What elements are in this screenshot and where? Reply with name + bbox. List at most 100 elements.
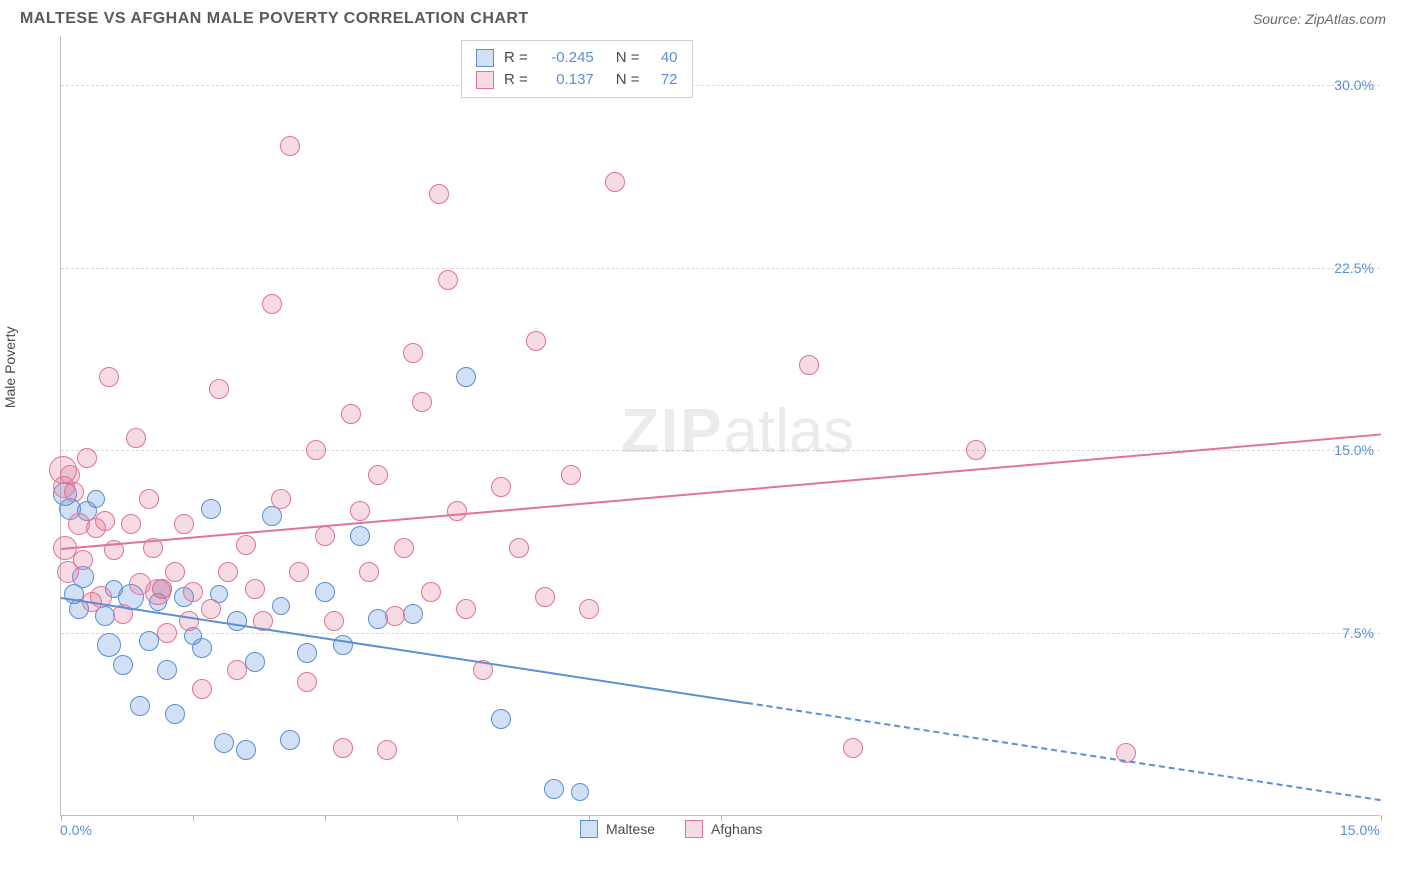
legend-bottom-item: Afghans (685, 820, 762, 838)
data-point-maltese (130, 696, 150, 716)
data-point-maltese (192, 638, 212, 658)
data-point-afghans (271, 489, 291, 509)
x-tick-label: 15.0% (1340, 822, 1380, 838)
data-point-afghans (209, 379, 229, 399)
legend-bottom-swatch (685, 820, 703, 838)
data-point-afghans (126, 428, 146, 448)
data-point-afghans (183, 582, 203, 602)
data-point-maltese (571, 783, 589, 801)
legend-n-label: N = (616, 69, 640, 91)
legend-row-afghans: R =0.137N =72 (476, 69, 678, 91)
data-point-maltese (262, 506, 282, 526)
data-point-afghans (403, 343, 423, 363)
legend-r-value: -0.245 (538, 47, 594, 69)
legend-swatch-afghans (476, 71, 494, 89)
trendline-maltese-dashed (747, 702, 1381, 801)
data-point-afghans (280, 136, 300, 156)
data-point-maltese (544, 779, 564, 799)
data-point-maltese (227, 611, 247, 631)
data-point-afghans (245, 579, 265, 599)
data-point-afghans (429, 184, 449, 204)
y-tick-label: 7.5% (1342, 625, 1374, 641)
data-point-afghans (73, 550, 93, 570)
legend-swatch-maltese (476, 49, 494, 67)
legend-bottom-swatch (580, 820, 598, 838)
legend-row-maltese: R = -0.245 N = 40 (476, 47, 678, 69)
data-point-afghans (456, 599, 476, 619)
data-point-afghans (201, 599, 221, 619)
data-point-afghans (192, 679, 212, 699)
data-point-maltese (214, 733, 234, 753)
data-point-afghans (157, 623, 177, 643)
data-point-maltese (245, 652, 265, 672)
data-point-afghans (966, 440, 986, 460)
data-point-maltese (350, 526, 370, 546)
data-point-afghans (95, 511, 115, 531)
data-point-afghans (315, 526, 335, 546)
data-point-afghans (297, 672, 317, 692)
data-point-afghans (289, 562, 309, 582)
data-point-afghans (227, 660, 247, 680)
data-point-afghans (535, 587, 555, 607)
chart-source: Source: ZipAtlas.com (1253, 11, 1386, 27)
data-point-afghans (605, 172, 625, 192)
data-point-afghans (324, 611, 344, 631)
x-tick (193, 815, 194, 821)
chart-header: MALTESE VS AFGHAN MALE POVERTY CORRELATI… (0, 0, 1406, 36)
data-point-afghans (341, 404, 361, 424)
data-point-afghans (165, 562, 185, 582)
data-point-afghans (799, 355, 819, 375)
legend-r-label: R = (504, 69, 528, 91)
watermark-bold: ZIP (621, 397, 723, 466)
x-tick (61, 815, 62, 821)
data-point-maltese (97, 633, 121, 657)
data-point-afghans (174, 514, 194, 534)
y-axis-label: Male Poverty (2, 326, 18, 408)
legend-series: Maltese Afghans (580, 820, 762, 838)
data-point-afghans (509, 538, 529, 558)
data-point-afghans (412, 392, 432, 412)
data-point-afghans (491, 477, 511, 497)
chart-title: MALTESE VS AFGHAN MALE POVERTY CORRELATI… (20, 10, 529, 28)
data-point-afghans (236, 535, 256, 555)
gridline-h (61, 85, 1380, 86)
y-tick-label: 30.0% (1334, 77, 1374, 93)
data-point-afghans (152, 579, 172, 599)
data-point-maltese (201, 499, 221, 519)
x-tick (457, 815, 458, 821)
data-point-afghans (368, 465, 388, 485)
data-point-afghans (377, 740, 397, 760)
legend-bottom-item: Maltese (580, 820, 655, 838)
y-tick-label: 22.5% (1334, 260, 1374, 276)
data-point-afghans (139, 489, 159, 509)
data-point-maltese (491, 709, 511, 729)
data-point-afghans (421, 582, 441, 602)
gridline-h (61, 633, 1380, 634)
legend-n-label: N = (616, 47, 640, 69)
legend-bottom-label: Afghans (711, 821, 762, 837)
legend-r-label: R = (504, 47, 528, 69)
data-point-afghans (306, 440, 326, 460)
data-point-maltese (165, 704, 185, 724)
y-tick-label: 15.0% (1334, 442, 1374, 458)
data-point-afghans (64, 482, 84, 502)
data-point-afghans (121, 514, 141, 534)
data-point-maltese (113, 655, 133, 675)
data-point-afghans (77, 448, 97, 468)
watermark-rest: atlas (723, 397, 854, 466)
data-point-afghans (350, 501, 370, 521)
data-point-maltese (297, 643, 317, 663)
data-point-maltese (157, 660, 177, 680)
data-point-afghans (843, 738, 863, 758)
data-point-maltese (87, 490, 105, 508)
data-point-afghans (99, 367, 119, 387)
legend-r-value: 0.137 (538, 69, 594, 91)
legend-n-value: 40 (650, 47, 678, 69)
data-point-afghans (218, 562, 238, 582)
data-point-afghans (579, 599, 599, 619)
data-point-afghans (561, 465, 581, 485)
data-point-afghans (262, 294, 282, 314)
data-point-maltese (456, 367, 476, 387)
data-point-maltese (315, 582, 335, 602)
data-point-afghans (179, 611, 199, 631)
